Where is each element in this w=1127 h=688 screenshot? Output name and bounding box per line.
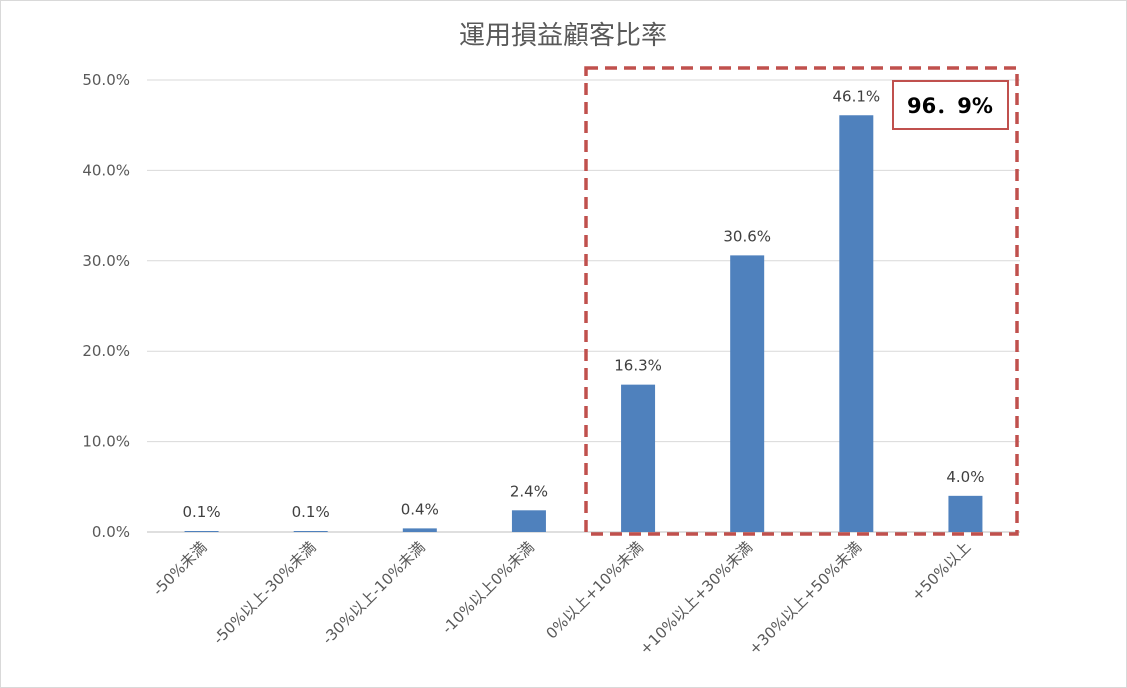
data-labels: 0.1% 0.1% 0.4% 2.4% 16.3% 30.6% 46.1% 4.0% xyxy=(183,87,985,521)
x-tick-label: -10%以上0%未満 xyxy=(438,538,537,637)
x-tick-label: +30%以上+50%未満 xyxy=(745,538,865,658)
x-tick-label: -50%以上-30%未満 xyxy=(210,538,320,648)
bar xyxy=(730,255,765,532)
y-tick-label: 0.0% xyxy=(92,523,130,541)
data-label: 16.3% xyxy=(614,357,662,375)
callout-box xyxy=(892,80,1009,130)
bar xyxy=(511,510,546,532)
bar xyxy=(293,531,328,532)
data-label: 0.1% xyxy=(292,503,330,521)
data-label: 46.1% xyxy=(832,87,880,105)
data-label: 2.4% xyxy=(510,482,548,500)
y-tick-label: 40.0% xyxy=(82,161,130,179)
highlight-dashed-box xyxy=(584,66,1019,536)
bar xyxy=(402,528,437,532)
x-axis-ticks: -50%未満 -50%以上-30%未満 -30%以上-10%未満 -10%以上0%未満… xyxy=(149,538,974,658)
y-tick-label: 20.0% xyxy=(82,342,130,360)
y-axis-ticks: 0.0% 10.0% 20.0% 30.0% 40.0% 50.0% xyxy=(82,71,130,541)
x-tick-label: 0%以上+10%未満 xyxy=(542,538,646,642)
data-label: 0.1% xyxy=(183,503,221,521)
bar xyxy=(839,115,874,533)
y-tick-label: 50.0% xyxy=(82,71,130,89)
data-label: 0.4% xyxy=(401,500,439,518)
x-tick-label: -30%以上-10%未満 xyxy=(319,538,429,648)
bar xyxy=(621,384,656,532)
x-tick-label: -50%未満 xyxy=(149,538,210,599)
bar xyxy=(948,495,983,532)
bars xyxy=(184,115,983,533)
chart-title: 運用損益顧客比率 xyxy=(459,21,667,51)
y-tick-label: 10.0% xyxy=(82,433,130,451)
callout-label: 96．9% xyxy=(907,94,993,118)
gridlines xyxy=(147,79,1020,533)
x-tick-label: +10%以上+30%未満 xyxy=(636,538,756,658)
highlight-region: 96．9% xyxy=(584,66,1019,536)
data-label: 30.6% xyxy=(723,227,771,245)
x-tick-label: +50%以上 xyxy=(908,538,974,604)
bar xyxy=(184,531,219,532)
data-label: 4.0% xyxy=(946,468,984,486)
y-tick-label: 30.0% xyxy=(82,252,130,270)
